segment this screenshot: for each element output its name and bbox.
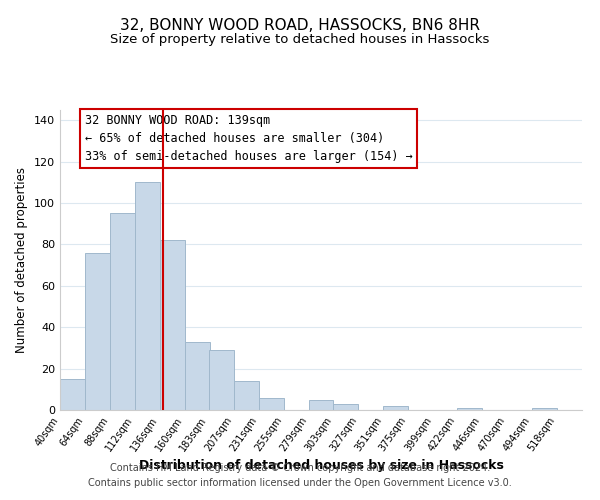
Text: 32 BONNY WOOD ROAD: 139sqm
← 65% of detached houses are smaller (304)
33% of sem: 32 BONNY WOOD ROAD: 139sqm ← 65% of deta…	[85, 114, 413, 163]
Bar	[259, 398, 284, 410]
Bar	[160, 240, 185, 410]
Bar	[308, 400, 334, 410]
Bar	[209, 350, 233, 410]
Y-axis label: Number of detached properties: Number of detached properties	[16, 167, 28, 353]
Bar	[532, 408, 557, 410]
Bar	[85, 253, 110, 410]
Bar	[185, 342, 210, 410]
Bar	[383, 406, 409, 410]
Bar	[135, 182, 160, 410]
Bar	[334, 404, 358, 410]
Text: 32, BONNY WOOD ROAD, HASSOCKS, BN6 8HR: 32, BONNY WOOD ROAD, HASSOCKS, BN6 8HR	[120, 18, 480, 32]
X-axis label: Distribution of detached houses by size in Hassocks: Distribution of detached houses by size …	[139, 458, 503, 471]
Text: Size of property relative to detached houses in Hassocks: Size of property relative to detached ho…	[110, 32, 490, 46]
Bar	[110, 214, 135, 410]
Bar	[60, 379, 85, 410]
Text: Contains HM Land Registry data © Crown copyright and database right 2024.
Contai: Contains HM Land Registry data © Crown c…	[88, 462, 512, 487]
Bar	[457, 408, 482, 410]
Bar	[233, 381, 259, 410]
